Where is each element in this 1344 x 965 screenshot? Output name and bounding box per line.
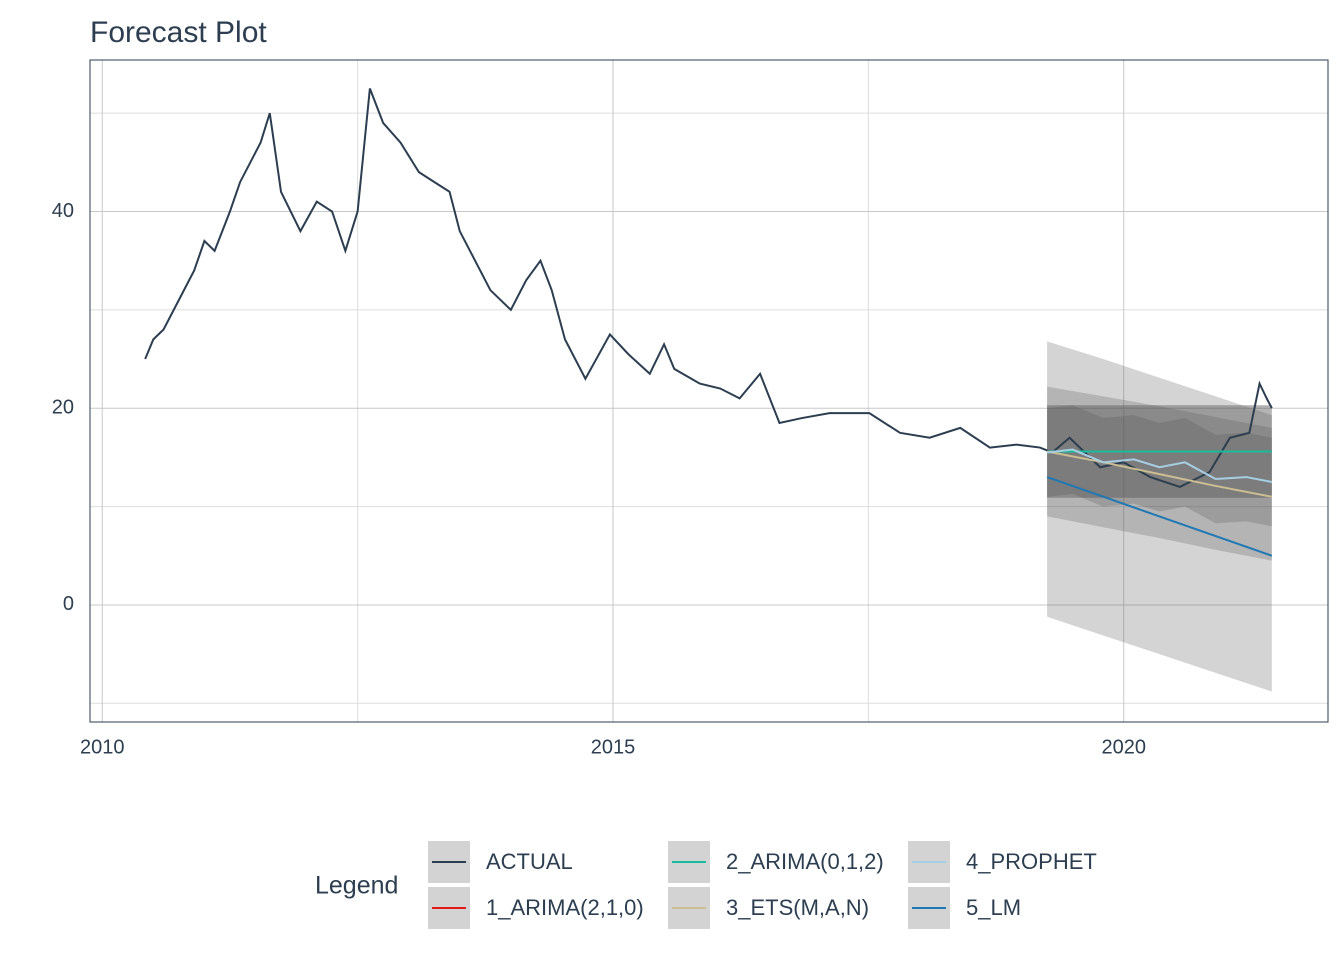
- y-tick-label: 0: [63, 593, 74, 615]
- series-line: [1046, 476, 1273, 557]
- legend-title: Legend: [315, 872, 398, 900]
- y-tick-label: 40: [52, 200, 74, 222]
- series-line: [144, 88, 1273, 488]
- series-line: [1046, 450, 1273, 498]
- legend-label: 5_LM: [966, 895, 1021, 920]
- legend-label: 2_ARIMA(0,1,2): [726, 849, 884, 874]
- y-tick-label: 20: [52, 396, 74, 418]
- chart-title: Forecast Plot: [90, 16, 267, 49]
- x-tick-label: 2015: [591, 736, 636, 758]
- series-line: [1046, 448, 1273, 483]
- legend-label: 3_ETS(M,A,N): [726, 895, 869, 920]
- legend-label: ACTUAL: [486, 849, 573, 874]
- x-tick-label: 2020: [1101, 736, 1146, 758]
- legend-label: 4_PROPHET: [966, 849, 1097, 874]
- x-tick-label: 2010: [80, 736, 125, 758]
- legend-label: 1_ARIMA(2,1,0): [486, 895, 644, 920]
- plot-border: [89, 59, 1329, 723]
